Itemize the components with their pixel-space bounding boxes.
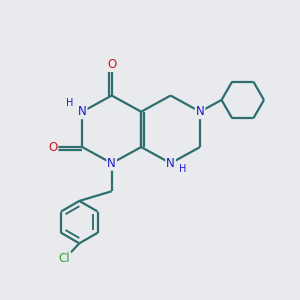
Text: N: N [196, 105, 204, 118]
Text: H: H [66, 98, 74, 109]
Text: N: N [78, 105, 87, 118]
Text: Cl: Cl [59, 252, 70, 266]
Text: H: H [179, 164, 187, 173]
Text: O: O [48, 141, 58, 154]
Text: N: N [107, 157, 116, 170]
Text: N: N [166, 157, 175, 170]
Text: O: O [107, 58, 116, 71]
